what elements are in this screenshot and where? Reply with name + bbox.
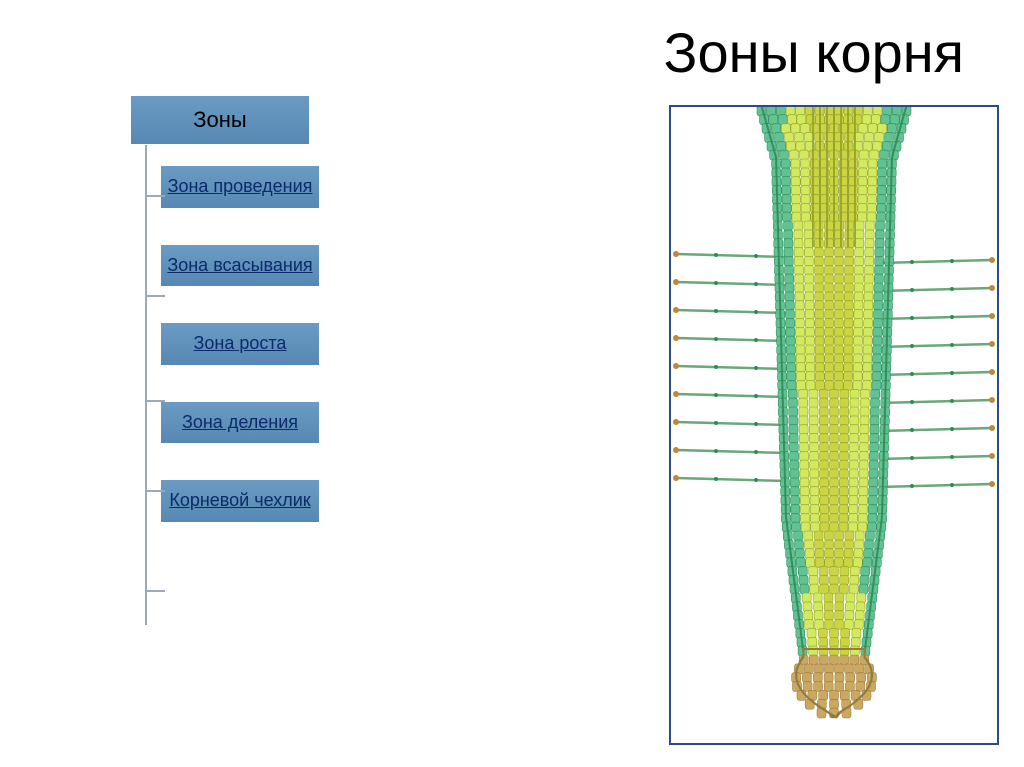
child-link-0[interactable]: Зона проведения <box>168 176 313 198</box>
connector-horizontal <box>145 490 165 492</box>
page-title: Зоны корня <box>664 20 964 85</box>
child-link-3[interactable]: Зона деления <box>182 412 298 434</box>
connector-horizontal <box>145 400 165 402</box>
hierarchy: Зоны Зона проведенияЗона всасыванияЗона … <box>130 95 320 558</box>
child-box-1[interactable]: Зона всасывания <box>160 244 320 288</box>
connector-horizontal <box>145 295 165 297</box>
child-box-3[interactable]: Зона деления <box>160 401 320 445</box>
children-container: Зона проведения Зона всасывания Зона роста… <box>160 165 320 523</box>
child-box-0[interactable]: Зона проведения <box>160 165 320 209</box>
root-diagram-svg <box>669 105 999 745</box>
child-box-4[interactable]: Корневой чехлик <box>160 479 320 523</box>
child-link-2[interactable]: Зона роста <box>194 333 287 355</box>
connector-horizontal <box>145 590 165 592</box>
child-link-1[interactable]: Зона всасывания <box>167 255 312 277</box>
parent-box: Зоны <box>130 95 310 145</box>
root-diagram-panel <box>669 105 999 745</box>
parent-label: Зоны <box>193 107 247 133</box>
child-box-2[interactable]: Зона роста <box>160 322 320 366</box>
child-link-4[interactable]: Корневой чехлик <box>169 490 310 512</box>
connector-horizontal <box>145 195 165 197</box>
